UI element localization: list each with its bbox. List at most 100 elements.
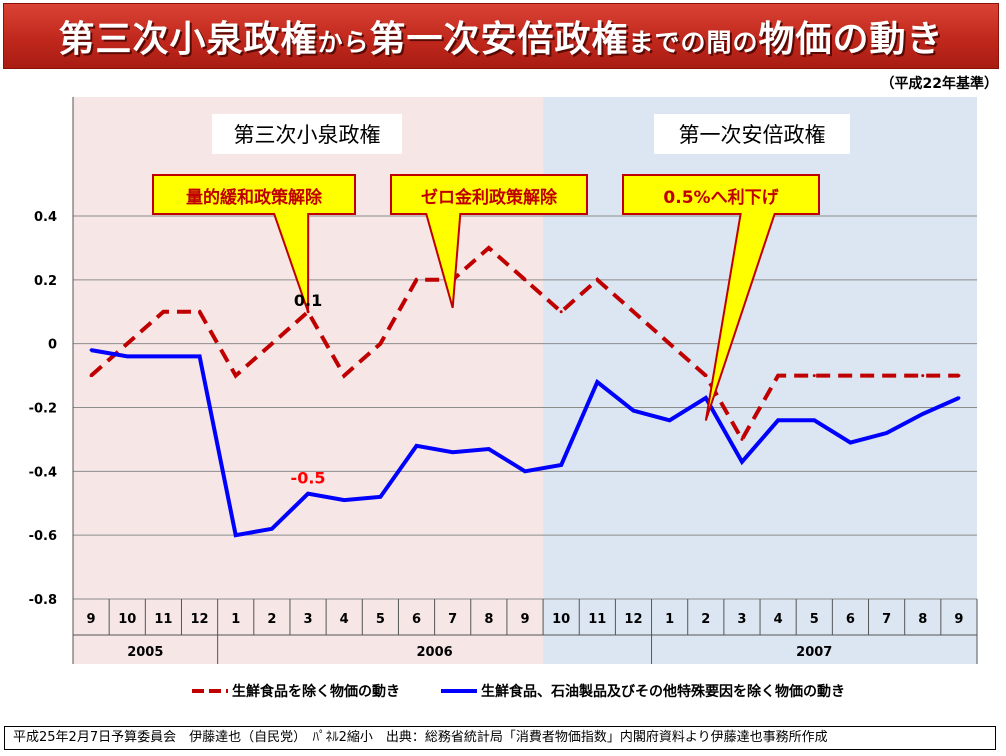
period-label: 第三次小泉政権 xyxy=(234,123,381,147)
callout-shape xyxy=(152,174,356,313)
x-tick-label: 6 xyxy=(846,612,855,627)
callout-shape xyxy=(622,174,820,421)
data-point xyxy=(885,374,889,378)
title-part-abe: 第一次安倍政権 xyxy=(369,19,629,60)
period-label-box xyxy=(212,114,402,154)
callout-label: 0.5%へ利下げ xyxy=(663,187,779,208)
data-point xyxy=(668,418,672,422)
x-tick-label: 2 xyxy=(267,612,276,627)
x-tick-label: 9 xyxy=(520,612,529,627)
data-point xyxy=(595,380,599,384)
callout-label: 量的緩和政策解除 xyxy=(186,187,323,208)
data-point xyxy=(631,310,635,314)
data-point xyxy=(921,412,925,416)
data-point xyxy=(342,374,346,378)
y-tick-label: -0.4 xyxy=(29,465,57,480)
title-part-kara: から xyxy=(317,28,370,57)
callout-label: ゼロ金利政策解除 xyxy=(421,187,558,208)
x-tick-label: 7 xyxy=(882,612,891,627)
x-tick-label: 10 xyxy=(118,612,136,627)
callout-shape xyxy=(390,174,588,309)
data-point xyxy=(198,310,202,314)
data-point xyxy=(487,246,491,250)
period-label: 第一次安倍政権 xyxy=(679,123,826,147)
x-tick-label: 3 xyxy=(304,612,313,627)
data-annotation: 0.1 xyxy=(294,291,322,310)
data-point xyxy=(631,409,635,413)
y-tick-label: 0 xyxy=(48,338,57,353)
data-annotation: -0.5 xyxy=(291,469,326,488)
legend-label: 生鮮食品を除く物価の動き xyxy=(232,683,400,700)
x-tick-label: 8 xyxy=(484,612,493,627)
title-banner: 第三次小泉政権から第一次安倍政権までの間の物価の動き xyxy=(3,3,999,69)
x-tick-label: 4 xyxy=(774,612,783,627)
data-point xyxy=(487,447,491,451)
data-point xyxy=(885,431,889,435)
x-tick-label: 4 xyxy=(340,612,349,627)
data-point xyxy=(559,463,563,467)
x-tick-label: 11 xyxy=(154,612,172,627)
data-point xyxy=(559,310,563,314)
data-point xyxy=(89,374,93,378)
data-point xyxy=(125,342,129,346)
x-tick-label: 10 xyxy=(552,612,570,627)
y-tick-label: 0.4 xyxy=(34,210,57,225)
data-point xyxy=(704,374,708,378)
data-point xyxy=(125,354,129,358)
x-tick-label: 1 xyxy=(665,612,674,627)
data-point xyxy=(161,310,165,314)
y-tick-label: -0.6 xyxy=(29,529,57,544)
data-point xyxy=(921,374,925,378)
data-point xyxy=(234,374,238,378)
data-point xyxy=(378,495,382,499)
x-tick-label: 7 xyxy=(448,612,457,627)
data-point xyxy=(523,469,527,473)
y-tick-label: -0.2 xyxy=(29,402,57,417)
data-point xyxy=(523,278,527,282)
data-point xyxy=(198,354,202,358)
x-tick-label: 1 xyxy=(231,612,240,627)
data-point xyxy=(704,396,708,400)
data-point xyxy=(378,342,382,346)
x-tick-label: 9 xyxy=(954,612,963,627)
data-point xyxy=(740,437,744,441)
x-tick-label: 2 xyxy=(701,612,710,627)
data-point xyxy=(957,374,961,378)
title-part-made: までの間の xyxy=(628,28,759,57)
y-tick-label: -0.8 xyxy=(29,593,57,608)
year-label: 2005 xyxy=(127,645,163,660)
data-point xyxy=(668,342,672,346)
x-tick-label: 12 xyxy=(191,612,209,627)
source-footer: 平成25年2月7日予算委員会 伊藤達也（自民党） ﾊﾟﾈﾙ2縮小 出典：総務省統… xyxy=(4,726,996,750)
data-point xyxy=(776,374,780,378)
period-label-box xyxy=(654,114,850,154)
data-point xyxy=(161,354,165,358)
x-tick-label: 8 xyxy=(918,612,927,627)
year-label: 2007 xyxy=(796,645,832,660)
data-point xyxy=(776,418,780,422)
data-point xyxy=(342,498,346,502)
data-point xyxy=(848,374,852,378)
year-label: 2006 xyxy=(417,645,453,660)
title-part-koizumi: 第三次小泉政権 xyxy=(58,19,318,60)
data-point xyxy=(415,278,419,282)
data-point xyxy=(848,441,852,445)
x-tick-label: 6 xyxy=(412,612,421,627)
data-point xyxy=(234,533,238,537)
data-point xyxy=(595,278,599,282)
x-tick-label: 5 xyxy=(810,612,819,627)
y-tick-label: 0.2 xyxy=(34,274,57,289)
data-point xyxy=(270,342,274,346)
slide-title: 第三次小泉政権から第一次安倍政権までの間の物価の動き xyxy=(58,10,943,62)
x-tick-label: 3 xyxy=(737,612,746,627)
data-point xyxy=(89,348,93,352)
data-point xyxy=(812,374,816,378)
x-tick-label: 12 xyxy=(624,612,642,627)
data-point xyxy=(270,527,274,531)
data-point xyxy=(415,444,419,448)
x-tick-label: 9 xyxy=(87,612,96,627)
data-point xyxy=(306,492,310,496)
legend-label: 生鮮食品、石油製品及びその他特殊要因を除く物価の動き xyxy=(481,683,845,700)
price-chart: 0.40.20-0.2-0.4-0.6-0.89 10 11 12 1 2 3 4 5 6 7 8 9 1… xyxy=(29,97,978,700)
data-point xyxy=(451,450,455,454)
